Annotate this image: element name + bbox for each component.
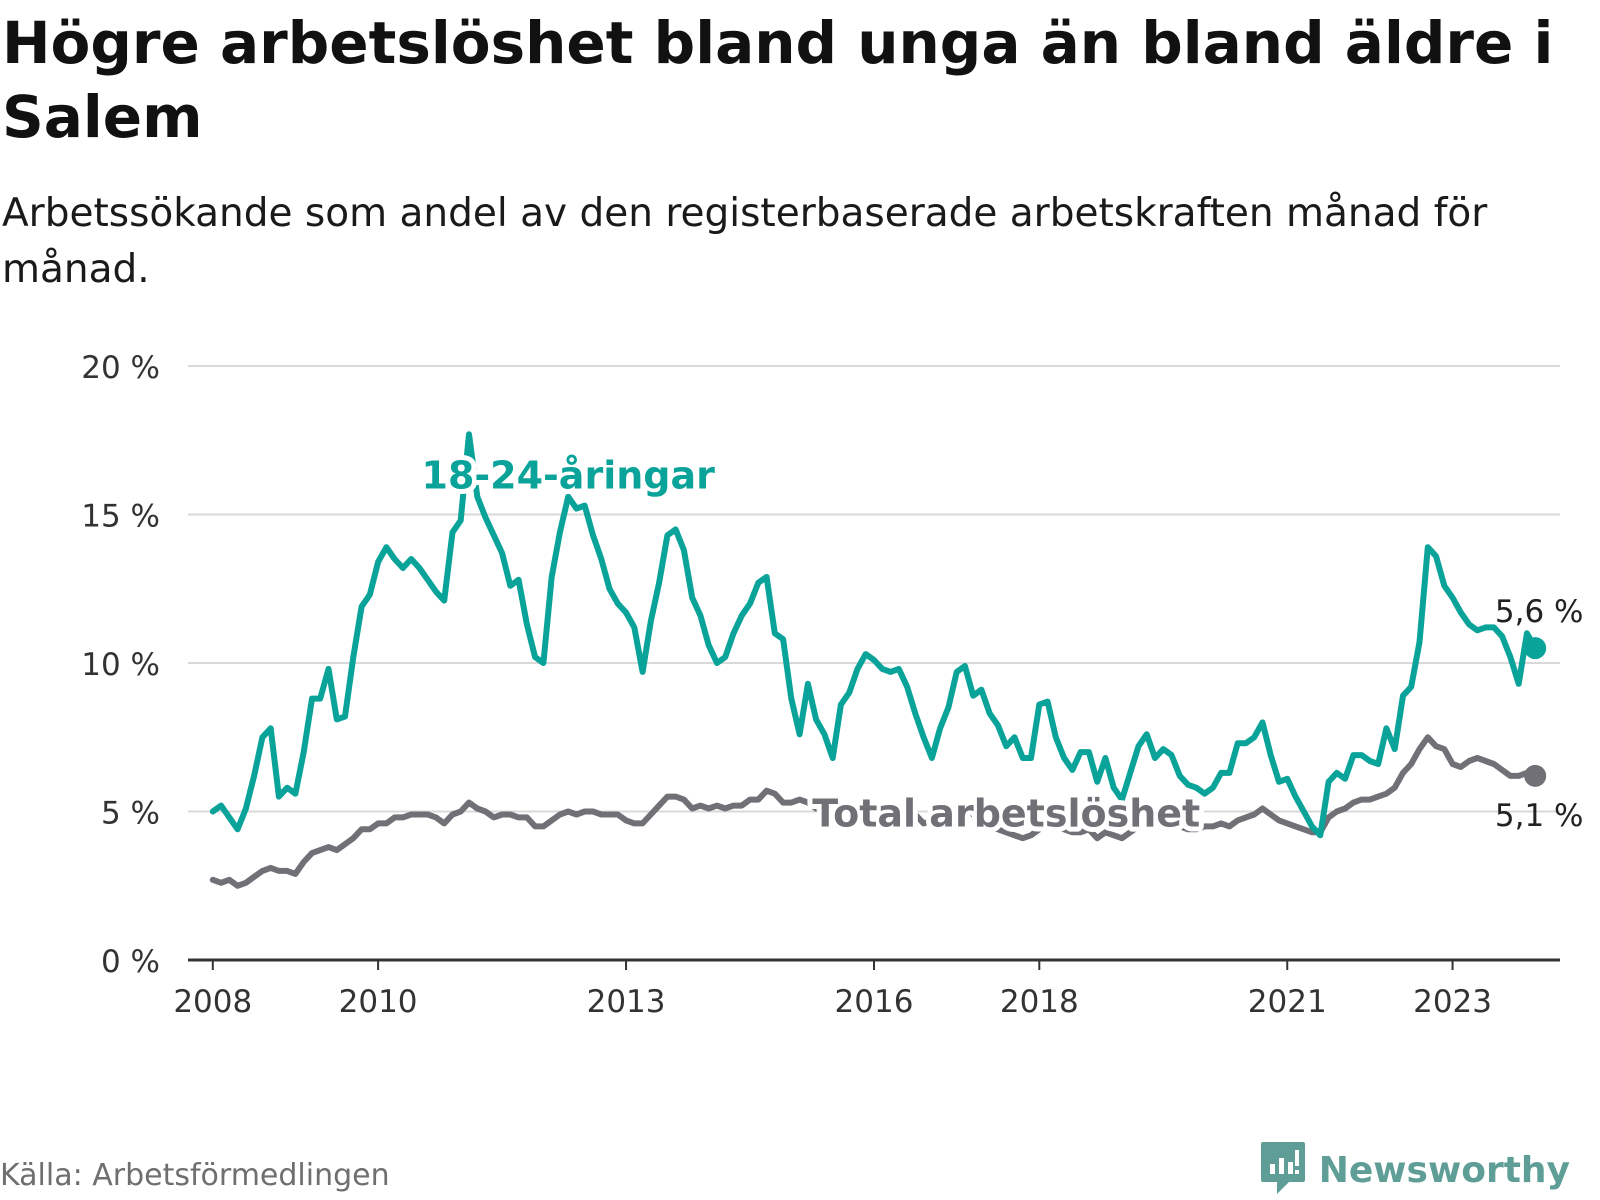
- y-tick-label: 15 %: [81, 499, 160, 535]
- series-labels: 5,6 % 18-24-åringar 5,1 % Total arbetslöshe…: [417, 449, 1584, 841]
- chart-title: Högre arbetslöshet bland unga än bland ä…: [2, 9, 1554, 151]
- x-tick-label: 2013: [587, 984, 666, 1020]
- y-tick-label: 0 %: [101, 944, 160, 980]
- bar-chart-speech-bubble-icon: [1259, 1140, 1307, 1200]
- end-point-total: [1524, 764, 1547, 787]
- y-tick-label: 10 %: [81, 647, 160, 683]
- grid-lines: [188, 365, 1560, 813]
- y-tick-label: 20 %: [81, 350, 160, 386]
- x-tick-label: 2018: [1000, 984, 1079, 1020]
- x-axis-ticks: 2008 2010 2013 2016 2018 2021 2023: [173, 960, 1492, 1020]
- x-tick-label: 2008: [173, 984, 252, 1020]
- x-tick-label: 2016: [835, 984, 914, 1020]
- y-axis-ticks: 0 % 5 % 10 % 15 % 20 %: [81, 350, 160, 980]
- x-tick-label: 2021: [1248, 984, 1327, 1020]
- source-note: Källa: Arbetsförmedlingen: [0, 1158, 390, 1193]
- end-value-label-young: 5,6 %: [1495, 594, 1584, 630]
- end-value-label-total: 5,1 %: [1495, 798, 1584, 834]
- series-name-label-total: Total arbetslöshet: [812, 791, 1200, 835]
- series-lines: [209, 431, 1539, 889]
- series-name-label-young: 18-24-åringar: [422, 454, 716, 498]
- x-tick-label: 2023: [1413, 984, 1492, 1020]
- end-point-young: [1524, 637, 1547, 660]
- y-tick-label: 5 %: [101, 796, 160, 832]
- brand-logo: Newsworthy: [1259, 1140, 1570, 1200]
- series-line-young: [209, 431, 1539, 839]
- chart-subtitle: Arbetssökande som andel av den registerb…: [2, 191, 1488, 292]
- x-tick-label: 2010: [339, 984, 418, 1020]
- brand-name: Newsworthy: [1318, 1149, 1570, 1191]
